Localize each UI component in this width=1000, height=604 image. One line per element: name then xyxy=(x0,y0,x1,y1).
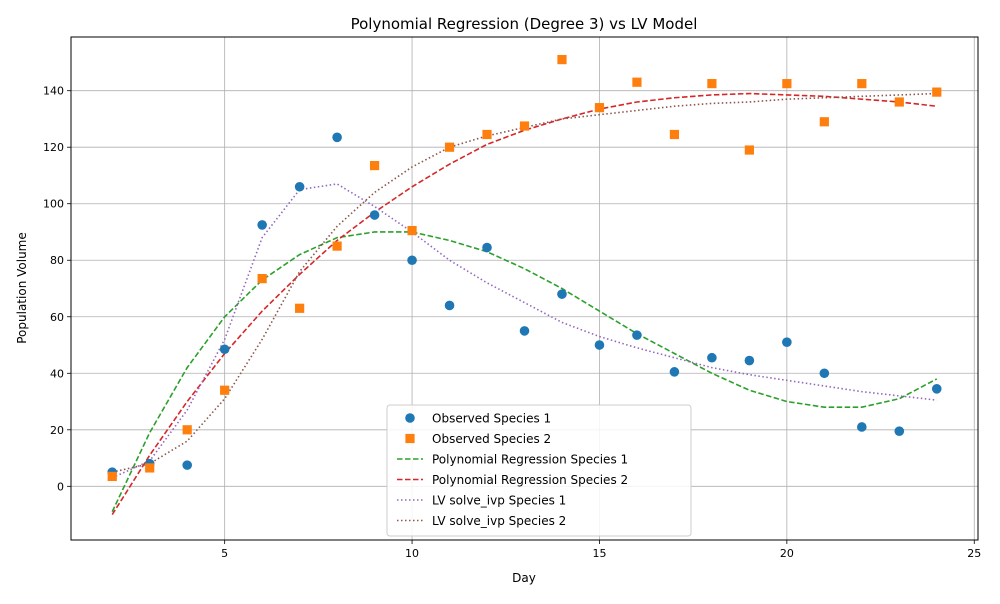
x-axis-label: Day xyxy=(512,571,536,585)
series-layer xyxy=(107,55,942,515)
legend-label: Polynomial Regression Species 2 xyxy=(432,473,628,487)
legend-item: LV solve_ivp Species 1 xyxy=(397,494,566,508)
data-point-observed-species-2 xyxy=(145,463,155,473)
y-tick-label: 120 xyxy=(43,141,64,154)
data-point-observed-species-1 xyxy=(744,355,755,366)
grid-layer xyxy=(71,37,978,540)
data-point-observed-species-1 xyxy=(257,220,267,230)
y-tick-label: 100 xyxy=(43,198,64,211)
data-point-observed-species-1 xyxy=(669,367,680,377)
y-tick-label: 80 xyxy=(50,254,64,267)
data-point-observed-species-1 xyxy=(519,326,530,336)
legend-swatch xyxy=(405,413,415,423)
data-point-observed-species-2 xyxy=(932,87,942,97)
data-point-observed-species-2 xyxy=(257,274,267,284)
data-point-observed-species-2 xyxy=(894,97,904,107)
series-line-polynomial-regression-species-2 xyxy=(111,92,937,515)
legend-item: Polynomial Regression Species 2 xyxy=(397,473,628,487)
series-line-lv-solve-ivp-species-1 xyxy=(111,183,937,479)
data-point-observed-species-2 xyxy=(482,129,492,140)
plot-frame xyxy=(70,36,979,541)
y-tick-label: 60 xyxy=(50,311,64,324)
data-point-observed-species-2 xyxy=(407,225,417,236)
data-point-observed-species-2 xyxy=(594,103,605,113)
y-tick-label: 140 xyxy=(43,85,64,98)
data-point-observed-species-1 xyxy=(707,352,717,363)
legend-label: LV solve_ivp Species 1 xyxy=(432,494,566,508)
legend-label: Polynomial Regression Species 1 xyxy=(432,453,628,467)
data-point-observed-species-2 xyxy=(444,142,455,152)
data-point-observed-species-2 xyxy=(557,55,567,65)
legend: Observed Species 1 Observed Species 2 Poly… xyxy=(386,404,692,537)
chart-title: Polynomial Regression (Degree 3) vs LV M… xyxy=(351,15,698,33)
data-point-observed-species-2 xyxy=(182,425,192,435)
data-point-observed-species-2 xyxy=(782,79,792,89)
data-point-observed-species-2 xyxy=(744,145,754,155)
data-point-observed-species-2 xyxy=(519,121,530,131)
data-point-observed-species-1 xyxy=(594,340,605,350)
data-point-observed-species-2 xyxy=(632,77,642,87)
data-point-observed-species-1 xyxy=(894,426,905,437)
data-point-observed-species-2 xyxy=(332,241,342,251)
x-tick-label: 20 xyxy=(780,547,794,560)
axis-layer: 5 10 15 20 25 0 20 40 60 80 100 120 140 xyxy=(43,85,981,560)
data-point-observed-species-1 xyxy=(857,422,867,432)
series-lv-solve-ivp-species-1 xyxy=(111,183,937,479)
series-observed-species-2 xyxy=(107,55,942,482)
data-point-observed-species-1 xyxy=(332,132,342,143)
legend-label: Observed Species 2 xyxy=(432,432,551,446)
data-point-observed-species-2 xyxy=(669,129,680,140)
data-point-observed-species-1 xyxy=(557,289,567,299)
data-point-observed-species-1 xyxy=(182,460,192,470)
legend-item: LV solve_ivp Species 2 xyxy=(397,514,566,528)
legend-item: Observed Species 2 xyxy=(405,432,551,446)
x-tick-label: 10 xyxy=(405,547,419,560)
data-point-observed-species-2 xyxy=(220,385,230,395)
data-point-observed-species-1 xyxy=(782,337,792,347)
y-tick-label: 20 xyxy=(50,424,64,437)
data-point-observed-species-1 xyxy=(444,300,455,311)
data-point-observed-species-1 xyxy=(294,181,305,192)
data-point-observed-species-1 xyxy=(219,344,230,355)
data-point-observed-species-2 xyxy=(707,79,717,89)
series-observed-species-1 xyxy=(107,132,942,477)
data-point-observed-species-2 xyxy=(295,303,305,313)
y-tick-label: 0 xyxy=(57,480,64,493)
legend-box xyxy=(386,404,692,537)
data-point-observed-species-1 xyxy=(819,368,830,379)
data-point-observed-species-1 xyxy=(369,210,380,220)
legend-item: Observed Species 1 xyxy=(405,412,551,426)
y-axis-label: Population Volume xyxy=(15,232,29,344)
data-point-observed-species-1 xyxy=(632,330,642,340)
data-point-observed-species-2 xyxy=(857,79,867,89)
x-tick-label: 15 xyxy=(592,547,606,560)
legend-label: Observed Species 1 xyxy=(432,412,551,426)
series-line-polynomial-regression-species-1 xyxy=(111,231,938,513)
series-polynomial-regression-species-2 xyxy=(111,92,937,515)
legend-label: LV solve_ivp Species 2 xyxy=(432,514,566,528)
legend-item: Polynomial Regression Species 1 xyxy=(397,453,628,467)
x-tick-label: 5 xyxy=(221,547,228,560)
data-point-observed-species-1 xyxy=(482,242,492,253)
x-tick-label: 25 xyxy=(967,547,981,560)
y-tick-label: 40 xyxy=(50,367,64,380)
data-point-observed-species-2 xyxy=(819,117,829,127)
data-point-observed-species-2 xyxy=(369,160,380,171)
series-polynomial-regression-species-1 xyxy=(111,231,938,513)
data-point-observed-species-1 xyxy=(407,255,417,266)
data-point-observed-species-1 xyxy=(931,384,942,394)
data-point-observed-species-2 xyxy=(107,471,117,482)
legend-swatch xyxy=(405,433,415,444)
